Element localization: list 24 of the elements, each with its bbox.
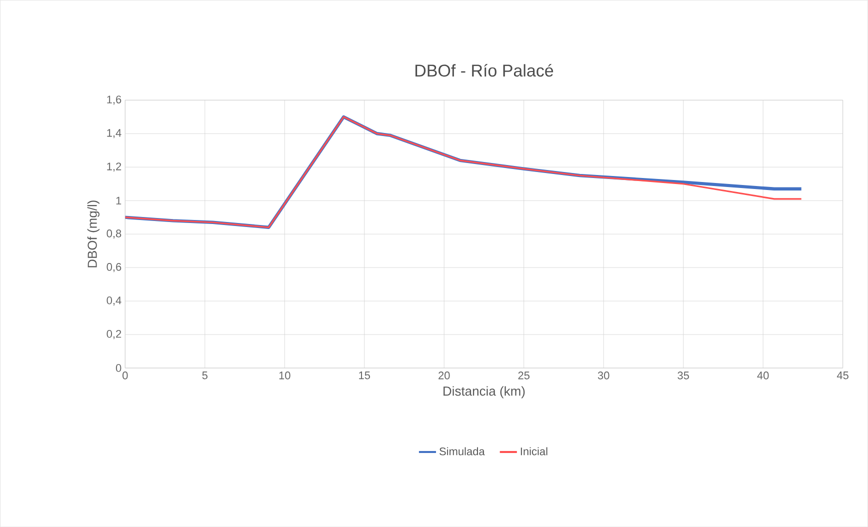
y-axis-title: DBOf (mg/l) [87, 200, 100, 268]
x-tick-label: 15 [359, 371, 370, 380]
y-tick-label: 0,2 [106, 330, 122, 340]
x-tick-label: 35 [678, 372, 689, 380]
legend-label: Inicial [520, 447, 548, 456]
y-tick-label: 1,6 [107, 96, 122, 105]
y-tick-label: 0 [116, 364, 122, 372]
legend-label: Simulada [440, 447, 485, 456]
y-tick-label: 1,2 [107, 162, 122, 172]
x-tick-label: 0 [122, 372, 128, 380]
y-tick-label: 1 [116, 196, 122, 204]
y-tick-label: 1,4 [107, 129, 122, 138]
chart-title: DBOf - Río Palacé [415, 64, 554, 77]
y-tick-label: 0,8 [106, 229, 122, 239]
x-tick-label: 30 [598, 372, 610, 380]
x-axis-title: Distancia (km) [444, 386, 525, 398]
x-tick-label: 25 [518, 372, 530, 380]
x-tick-label: 10 [279, 372, 290, 380]
x-tick-label: 45 [836, 371, 848, 380]
x-tick-label: 5 [202, 371, 208, 380]
x-tick-label: 20 [438, 372, 450, 380]
y-tick-label: 0,6 [106, 262, 122, 272]
x-tick-label: 40 [757, 372, 769, 380]
y-tick-label: 0,4 [106, 296, 122, 306]
